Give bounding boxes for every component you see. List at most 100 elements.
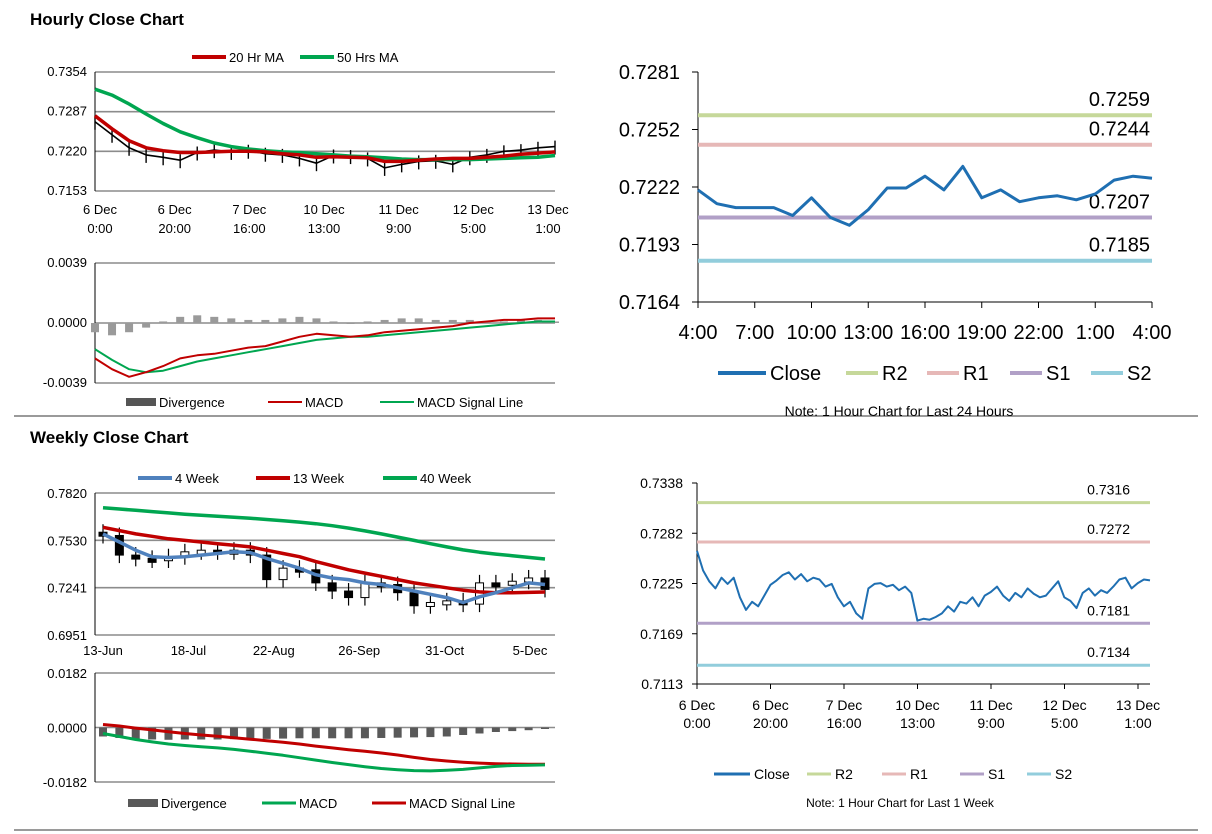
divergence-bar	[295, 316, 304, 323]
x-tick-label: 16:00	[900, 322, 950, 344]
ma4-line	[102, 532, 546, 605]
legend-divergence-swatch	[126, 398, 156, 406]
divergence-bar	[213, 727, 222, 740]
divergence-bar	[246, 727, 255, 739]
divergence-bar	[108, 323, 117, 336]
candle-body	[327, 582, 337, 592]
divergence-bar	[159, 321, 168, 323]
legend-macd-label: MACD	[299, 796, 337, 811]
candle-body	[262, 554, 272, 581]
x-tick-label: 10:00	[786, 322, 836, 344]
divergence-bar	[426, 727, 435, 738]
weekly-section-title: Weekly Close Chart	[30, 428, 189, 447]
y-tick-label: 0.0039	[47, 255, 87, 270]
divergence-bar	[311, 727, 320, 739]
x-tick-label: 6 Dec	[752, 697, 789, 713]
y-tick-label: 0.7164	[619, 292, 680, 314]
candle-body	[360, 582, 370, 599]
y-tick-label: 0.7282	[640, 525, 683, 541]
y-tick-label: 0.0000	[47, 315, 87, 330]
y-tick-label: 0.0182	[47, 666, 87, 681]
x-tick-label: 7 Dec	[826, 697, 863, 713]
x-tick-label: 13 Dec	[1116, 697, 1160, 713]
divergence-bar	[295, 727, 304, 739]
x-tick-label: 20:00	[158, 221, 191, 236]
legend-s1-label: S1	[1046, 363, 1070, 385]
divergence-bar	[360, 727, 369, 739]
legend-macd-label: MACD	[305, 395, 343, 410]
x-tick-label: 5-Dec	[513, 643, 548, 658]
x-tick-label: 1:00	[1124, 715, 1151, 731]
level-r1-label: 0.7244	[1089, 119, 1150, 141]
bottom-divider	[14, 829, 1198, 831]
divergence-bar	[279, 727, 288, 739]
divergence-bar	[99, 727, 107, 737]
x-tick-label: 12 Dec	[453, 202, 495, 217]
divergence-bar	[312, 318, 321, 323]
x-tick-label: 4:00	[1133, 322, 1172, 344]
x-tick-label: 31-Oct	[425, 643, 464, 658]
level-s2-label: 0.7185	[1089, 235, 1150, 257]
candle-body	[147, 557, 157, 563]
divergence-bar	[115, 727, 124, 738]
legend-close-label: Close	[770, 363, 821, 385]
divergence-bar	[176, 316, 185, 323]
x-tick-label: 6 Dec	[158, 202, 192, 217]
x-tick-label: 9:00	[977, 715, 1004, 731]
x-tick-label: 11 Dec	[969, 697, 1012, 713]
divergence-bar	[329, 321, 338, 323]
x-tick-label: 4:00	[679, 322, 718, 344]
close-line	[696, 550, 1151, 622]
legend-close-label: Close	[754, 766, 790, 782]
divergence-bar	[262, 727, 271, 739]
x-tick-label: 10 Dec	[303, 202, 345, 217]
chart-note: Note: 1 Hour Chart for Last 24 Hours	[785, 403, 1014, 419]
divergence-bar	[524, 727, 533, 731]
y-tick-label: 0.7338	[640, 475, 683, 491]
legend-divergence-label: Divergence	[161, 796, 227, 811]
x-tick-label: 13:00	[843, 322, 893, 344]
candle-body	[507, 580, 517, 586]
close-line	[94, 121, 556, 169]
x-tick-label: 13:00	[308, 221, 341, 236]
legend-40-week-label: 40 Week	[420, 471, 472, 486]
signal-line	[102, 723, 545, 766]
level-s2-label: 0.7134	[1087, 644, 1130, 660]
x-tick-label: 0:00	[683, 715, 710, 731]
level-s1-label: 0.7181	[1087, 602, 1130, 618]
legend-r2-label: R2	[882, 363, 908, 385]
x-tick-label: 26-Sep	[338, 643, 380, 658]
x-tick-label: 5:00	[1051, 715, 1078, 731]
divergence-bar	[193, 315, 202, 323]
x-tick-label: 22:00	[1013, 322, 1063, 344]
x-tick-label: 1:00	[535, 221, 560, 236]
x-tick-label: 6 Dec	[83, 202, 117, 217]
divergence-bar	[414, 318, 423, 323]
legend-r2-label: R2	[835, 766, 853, 782]
candle-body	[409, 592, 419, 607]
y-tick-label: 0.7252	[619, 120, 680, 142]
macd-line	[102, 732, 546, 773]
divergence-bar	[410, 727, 419, 738]
y-tick-label: 0.7222	[619, 177, 680, 199]
divergence-bar	[393, 727, 402, 738]
y-tick-label: 0.7281	[619, 62, 680, 84]
divergence-bar	[344, 727, 353, 739]
y-tick-label: 0.7354	[47, 64, 87, 79]
legend-50hrs-ma-label: 50 Hrs MA	[337, 50, 399, 65]
divergence-bar	[465, 319, 474, 323]
x-tick-label: 18-Jul	[171, 643, 207, 658]
y-tick-label: 0.7193	[619, 235, 680, 257]
x-tick-label: 7:00	[735, 322, 774, 344]
hourly-section-title: Hourly Close Chart	[30, 10, 184, 29]
divergence-bar	[148, 727, 157, 740]
divergence-bar	[142, 323, 151, 328]
x-tick-label: 10 Dec	[895, 697, 939, 713]
legend-signal-label: MACD Signal Line	[409, 796, 515, 811]
legend-s2-label: S2	[1127, 363, 1151, 385]
ma13-line	[102, 525, 546, 595]
candle-body	[442, 600, 452, 606]
divergence-bar	[346, 323, 355, 324]
candle-body	[131, 554, 141, 560]
